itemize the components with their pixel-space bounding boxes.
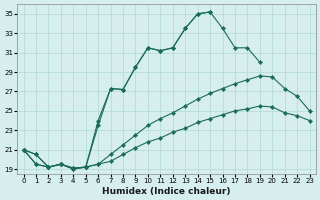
X-axis label: Humidex (Indice chaleur): Humidex (Indice chaleur) [102,187,231,196]
